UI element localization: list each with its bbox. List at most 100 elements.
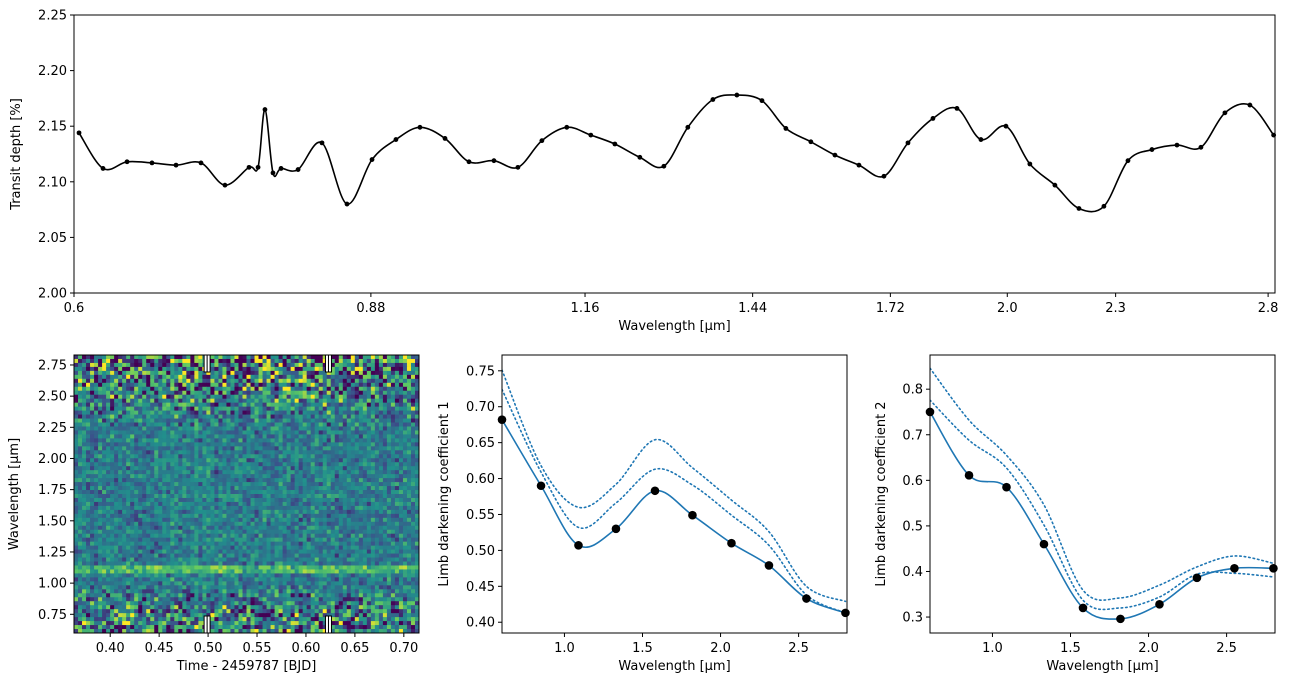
heatmap-cell <box>174 398 179 404</box>
heatmap-cell <box>170 525 175 531</box>
heatmap-cell <box>162 434 167 439</box>
heatmap-cell <box>338 378 344 384</box>
heatmap-cell <box>154 442 159 447</box>
heatmap-cell <box>162 549 167 555</box>
heatmap-cell <box>134 577 139 582</box>
heatmap-cell <box>230 513 235 519</box>
heatmap-cell <box>198 434 203 439</box>
heatmap-cell <box>282 482 288 487</box>
heatmap-cell <box>186 565 191 570</box>
heatmap-cell <box>382 406 388 412</box>
heatmap-cell <box>138 446 143 451</box>
heatmap-cell <box>158 478 163 483</box>
heatmap-cell <box>218 386 223 392</box>
heatmap-cell <box>214 549 219 555</box>
heatmap-cell <box>162 366 167 372</box>
heatmap-cell <box>374 430 380 435</box>
heatmap-cell <box>394 557 400 563</box>
heatmap-cell <box>278 497 284 503</box>
heatmap-cell <box>118 573 123 578</box>
heatmap-cell <box>206 386 211 392</box>
heatmap-cell <box>122 386 127 392</box>
heatmap-cell <box>410 557 416 563</box>
heatmap-cell <box>258 545 264 551</box>
heatmap-cell <box>146 394 151 400</box>
heatmap-cell <box>366 466 372 471</box>
heatmap-cell <box>342 374 348 380</box>
heatmap-cell <box>130 386 135 392</box>
heatmap-cell <box>170 458 175 463</box>
heatmap-cell <box>190 521 195 527</box>
heatmap-cell <box>122 422 127 427</box>
heatmap-cell <box>378 553 384 559</box>
heatmap-cell <box>166 533 171 539</box>
heatmap-cell <box>274 366 280 372</box>
heatmap-cell <box>314 374 320 380</box>
heatmap-cell <box>258 501 264 507</box>
heatmap-cell <box>326 430 332 435</box>
heatmap-cell <box>274 565 280 570</box>
heatmap-cell <box>350 533 356 539</box>
heatmap-cell <box>306 486 312 491</box>
heatmap-cell <box>182 490 187 495</box>
heatmap-cell <box>266 521 272 527</box>
heatmap-cell <box>318 569 324 574</box>
heatmap-cell <box>322 513 328 519</box>
heatmap-cell <box>106 545 111 551</box>
heatmap-cell <box>74 482 79 487</box>
heatmap-cell <box>170 422 175 427</box>
heatmap-cell <box>238 494 243 499</box>
heatmap-cell <box>238 390 243 396</box>
heatmap-cell <box>370 525 376 531</box>
heatmap-cell <box>394 358 400 364</box>
x-axis-label: Wavelength [μm] <box>618 319 730 334</box>
heatmap-cell <box>410 366 416 372</box>
heatmap-cell <box>154 577 159 582</box>
heatmap-cell <box>114 557 119 563</box>
heatmap-cell <box>90 517 95 523</box>
heatmap-cell <box>378 430 384 435</box>
heatmap-cell <box>382 497 388 503</box>
heatmap-cell <box>226 513 231 519</box>
heatmap-cell <box>218 442 223 447</box>
heatmap-cell <box>178 553 183 559</box>
heatmap-cell <box>286 418 292 424</box>
heatmap-cell <box>382 565 388 570</box>
heatmap-cell <box>382 501 388 507</box>
heatmap-cell <box>110 390 115 396</box>
heatmap-cell <box>202 525 207 531</box>
heatmap-cell <box>378 450 384 455</box>
heatmap-cell <box>374 378 380 384</box>
heatmap-cell <box>230 446 235 451</box>
heatmap-cell <box>166 509 171 515</box>
heatmap-cell <box>90 462 95 467</box>
heatmap-cell <box>150 501 155 507</box>
heatmap-cell <box>374 486 380 491</box>
heatmap-cell <box>410 355 416 360</box>
heatmap-cell <box>414 509 419 515</box>
heatmap-cell <box>282 521 288 527</box>
heatmap-cell <box>274 374 280 380</box>
heatmap-cell <box>398 529 404 535</box>
heatmap-cell <box>370 458 376 463</box>
heatmap-cell <box>414 541 419 547</box>
heatmap-cell <box>178 478 183 483</box>
heatmap-cell <box>410 370 416 376</box>
heatmap-cell <box>310 462 316 467</box>
heatmap-cell <box>310 561 316 566</box>
heatmap-cell <box>94 494 99 499</box>
heatmap-cell <box>114 406 119 412</box>
heatmap-cell <box>350 474 356 479</box>
heatmap-cell <box>266 458 272 463</box>
heatmap-cell <box>74 386 79 392</box>
heatmap-cell <box>402 569 408 574</box>
heatmap-cell <box>226 418 231 424</box>
heatmap-cell <box>258 446 264 451</box>
heatmap-cell <box>226 525 231 531</box>
heatmap-cell <box>314 537 320 543</box>
heatmap-cell <box>278 434 284 439</box>
heatmap-cell <box>326 490 332 495</box>
heatmap-cell <box>174 355 179 360</box>
heatmap-cell <box>414 422 419 427</box>
heatmap-cell <box>290 577 296 582</box>
